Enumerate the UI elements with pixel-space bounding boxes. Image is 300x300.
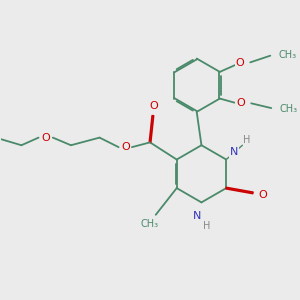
Text: CH₃: CH₃ [140,219,158,229]
Text: O: O [236,98,245,108]
Text: CH₃: CH₃ [279,50,297,60]
Text: N: N [230,147,238,157]
Text: O: O [258,190,267,200]
Text: O: O [236,58,244,68]
Text: H: H [244,136,251,146]
Text: CH₃: CH₃ [280,104,298,114]
Text: H: H [202,221,210,231]
Text: O: O [42,133,51,142]
Text: N: N [193,211,201,221]
Text: O: O [149,101,158,111]
Text: O: O [122,142,130,152]
